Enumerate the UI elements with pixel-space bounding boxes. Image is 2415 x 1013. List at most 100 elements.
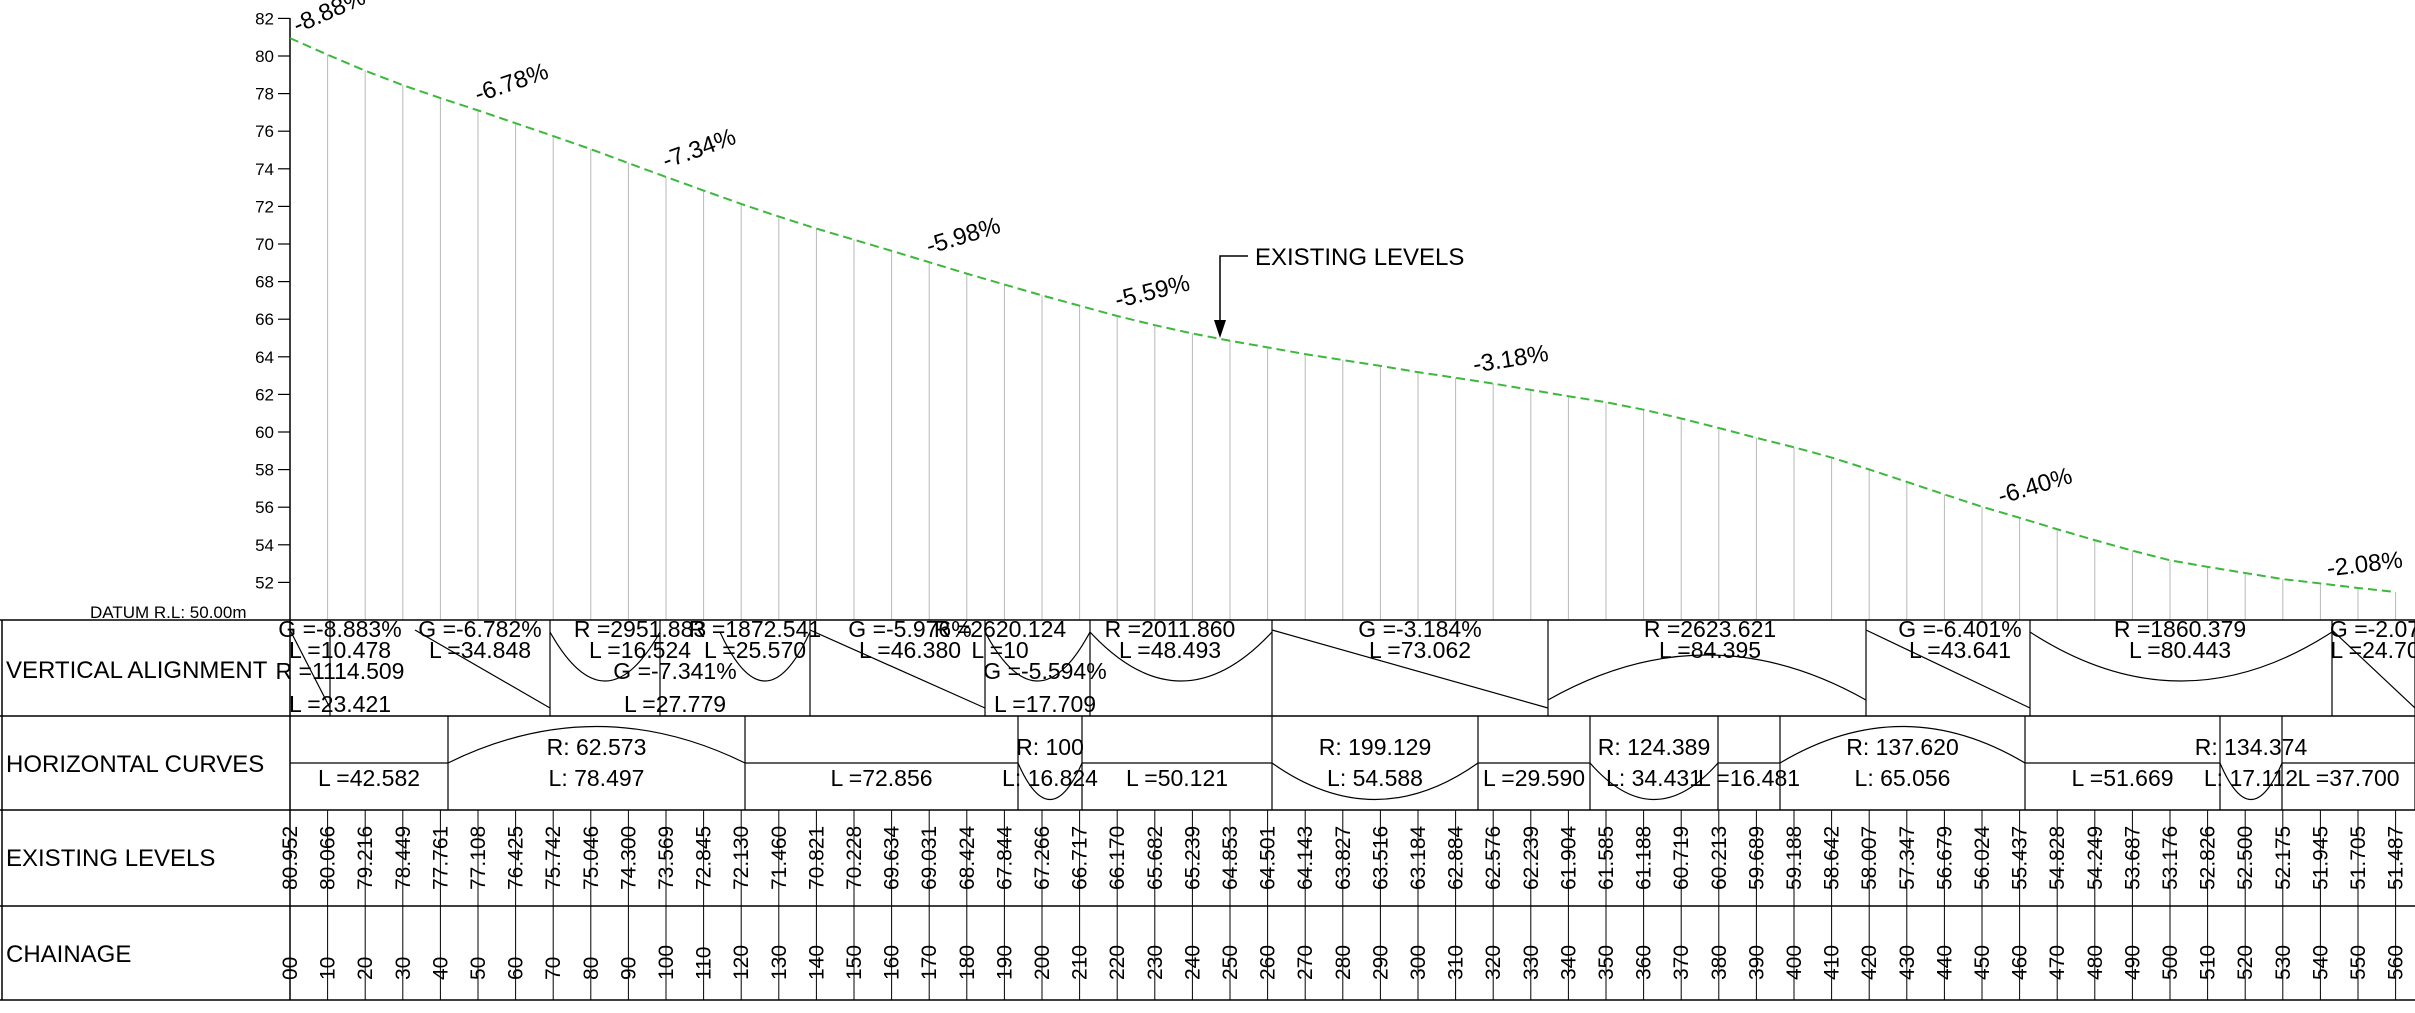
chainage-value: 380 xyxy=(1708,945,1731,980)
level-value: 66.717 xyxy=(1069,826,1092,890)
va-label-bottom: L =34.848 xyxy=(429,637,531,663)
level-value: 62.576 xyxy=(1482,826,1505,890)
level-value: 79.216 xyxy=(354,826,377,890)
level-tick-label: 82 xyxy=(255,9,274,28)
level-value: 77.108 xyxy=(467,826,490,890)
hc-label-bottom: L: 34.431 xyxy=(1606,765,1702,791)
level-tick-label: 76 xyxy=(255,122,274,141)
level-value: 59.188 xyxy=(1783,826,1806,890)
va-label-top: G =-7.341% xyxy=(613,658,736,684)
chainage-value: 400 xyxy=(1783,945,1806,980)
level-value: 72.845 xyxy=(693,826,716,890)
hc-curve xyxy=(1271,762,1479,801)
va-curve xyxy=(1547,654,1867,701)
level-value: 62.884 xyxy=(1445,825,1468,890)
level-tick-label: 62 xyxy=(255,385,274,404)
level-tick-label: 70 xyxy=(255,235,274,254)
chainage-value: 520 xyxy=(2234,945,2257,980)
va-grade-line xyxy=(289,629,331,709)
level-value: 58.007 xyxy=(1858,826,1881,890)
row-label-chainage: CHAINAGE xyxy=(6,941,131,968)
level-value: 80.952 xyxy=(279,826,302,890)
va-label-top: G =-6.401% xyxy=(1898,616,2021,642)
profile-line xyxy=(289,37,2396,594)
chainage-value: 250 xyxy=(1219,945,1242,980)
chainage-value: 30 xyxy=(392,957,415,980)
level-tick-label: 54 xyxy=(255,536,274,555)
existing-ground-profile xyxy=(289,37,2396,594)
chainage-value: 420 xyxy=(1858,945,1881,980)
existing-levels-callout: EXISTING LEVELS xyxy=(1214,244,1464,338)
level-value: 59.689 xyxy=(1745,826,1768,890)
datum-label: DATUM R.L: 50.00m xyxy=(90,603,247,622)
chainage-value: 00 xyxy=(279,957,302,980)
chainage-value: 460 xyxy=(2009,945,2032,980)
level-value: 54.828 xyxy=(2046,826,2069,890)
chainage-value: 190 xyxy=(993,945,1016,980)
hc-label-bottom: L =37.700 xyxy=(2297,765,2399,791)
level-value: 51.487 xyxy=(2385,826,2408,890)
hc-curve xyxy=(1017,762,1083,801)
grade-label: -7.34% xyxy=(659,123,740,174)
grade-label: -8.88% xyxy=(289,0,369,39)
va-label-bottom: L =73.062 xyxy=(1369,637,1471,663)
level-value: 74.300 xyxy=(617,826,640,890)
level-value: 69.634 xyxy=(881,825,904,890)
va-label-top: G =-6.782% xyxy=(418,616,541,642)
level-value: 76.425 xyxy=(505,826,528,890)
level-value: 54.249 xyxy=(2084,826,2107,890)
level-value: 71.460 xyxy=(768,826,791,890)
va-label-top: G =-5.594% xyxy=(983,658,1106,684)
chainage-value: 370 xyxy=(1670,945,1693,980)
va-grade-line xyxy=(1865,629,2031,709)
level-value: 67.844 xyxy=(993,825,1016,890)
ordinate-lines xyxy=(289,38,2397,620)
hc-label-bottom: L: 65.056 xyxy=(1855,765,1951,791)
level-value: 56.679 xyxy=(1933,826,1956,890)
chainage-value: 50 xyxy=(467,957,490,980)
level-tick-label: 78 xyxy=(255,85,274,104)
chainage-value: 260 xyxy=(1257,945,1280,980)
va-label-bottom: L =46.380 xyxy=(859,637,961,663)
chainage-value: 240 xyxy=(1181,945,1204,980)
chainage-value: 160 xyxy=(881,945,904,980)
level-value: 51.945 xyxy=(2309,826,2332,890)
level-value: 53.176 xyxy=(2159,826,2182,890)
level-value: 68.424 xyxy=(956,825,979,890)
level-value: 77.761 xyxy=(429,826,452,890)
level-value: 57.347 xyxy=(1896,826,1919,890)
va-label-top: R =2623.621 xyxy=(1644,616,1776,642)
va-label-top: G =-8.883% xyxy=(278,616,401,642)
chainage-value: 200 xyxy=(1031,945,1054,980)
chainage-value: 550 xyxy=(2347,945,2370,980)
chainage-value: 290 xyxy=(1369,945,1392,980)
hc-label-bottom: L: 17.112 xyxy=(2204,765,2298,791)
chainage-value: 320 xyxy=(1482,945,1505,980)
level-value: 52.175 xyxy=(2272,826,2295,890)
va-label-top: G =-3.184% xyxy=(1358,616,1481,642)
chainage-value: 10 xyxy=(317,957,340,980)
chainage-value: 130 xyxy=(768,945,791,980)
va-label-top: G =-2.07 xyxy=(2330,616,2415,642)
level-tick-label: 74 xyxy=(255,160,274,179)
grade-label: -5.59% xyxy=(1112,270,1192,314)
profile-table: VERTICAL ALIGNMENT HORIZONTAL CURVES EXI… xyxy=(0,619,2415,1001)
va-label-top: R =1860.379 xyxy=(2114,616,2246,642)
chainage-value: 440 xyxy=(1933,945,1956,980)
chainage-value: 100 xyxy=(655,945,678,980)
va-label-top: R =1114.509 xyxy=(276,658,405,684)
level-value: 52.500 xyxy=(2234,826,2257,890)
chainage-value: 60 xyxy=(505,957,528,980)
va-label-top: G =-5.976% xyxy=(848,616,971,642)
level-value: 78.449 xyxy=(392,826,415,890)
va-curve xyxy=(2029,631,2333,682)
chainage-value: 490 xyxy=(2121,945,2144,980)
level-value: 53.687 xyxy=(2121,826,2144,890)
va-label-top: R =2011.860 xyxy=(1105,616,1236,642)
chainage-value: 470 xyxy=(2046,945,2069,980)
va-label-bottom: L =43.641 xyxy=(1909,637,2011,663)
va-curve xyxy=(1089,631,1273,682)
chainage-value: 480 xyxy=(2084,945,2107,980)
level-value: 66.170 xyxy=(1106,826,1129,890)
